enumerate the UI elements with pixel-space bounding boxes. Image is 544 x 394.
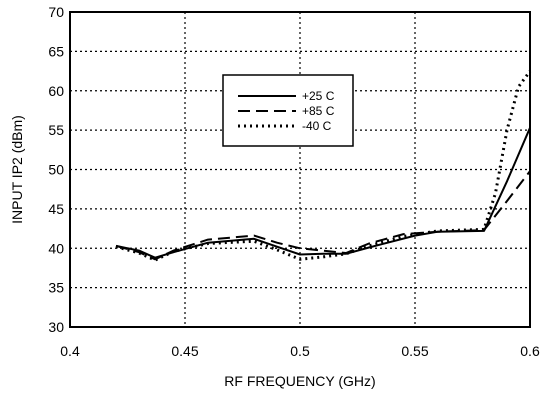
series-line-1 — [115, 170, 531, 261]
grid-layer — [70, 12, 530, 327]
x-tick-label: 0.6 — [520, 343, 540, 359]
y-tick-label: 70 — [48, 4, 64, 20]
x-tick-label: 0.55 — [401, 343, 428, 359]
x-tick-label: 0.45 — [171, 343, 198, 359]
y-tick-label: 45 — [48, 201, 64, 217]
y-axis-title: INPUT IP2 (dBm) — [9, 115, 25, 224]
y-tick-label: 60 — [48, 83, 64, 99]
x-axis-title: RF FREQUENCY (GHz) — [224, 373, 375, 389]
y-tick-label: 50 — [48, 162, 64, 178]
series-layer — [115, 70, 532, 262]
plot-frame — [69, 11, 531, 328]
y-tick-label: 65 — [48, 43, 64, 59]
legend-label: +25 C — [302, 89, 335, 103]
x-tick-label: 0.4 — [60, 343, 80, 359]
legend-label: -40 C — [302, 119, 332, 133]
y-tick-label: 30 — [48, 319, 64, 335]
y-tick-label: 40 — [48, 240, 64, 256]
x-tick-label: 0.5 — [290, 343, 310, 359]
y-tick-label: 35 — [48, 280, 64, 296]
series-line-0 — [115, 127, 531, 259]
legend: +25 C+85 C-40 C — [222, 74, 354, 147]
y-tick-label: 55 — [48, 122, 64, 138]
legend-label: +85 C — [302, 104, 335, 118]
legend-items: +25 C+85 C-40 C — [238, 89, 335, 133]
ticks-layer: 0.4 0.45 0.5 0.55 0.6 30 35 40 45 50 55 60 65 70 — [48, 4, 540, 359]
